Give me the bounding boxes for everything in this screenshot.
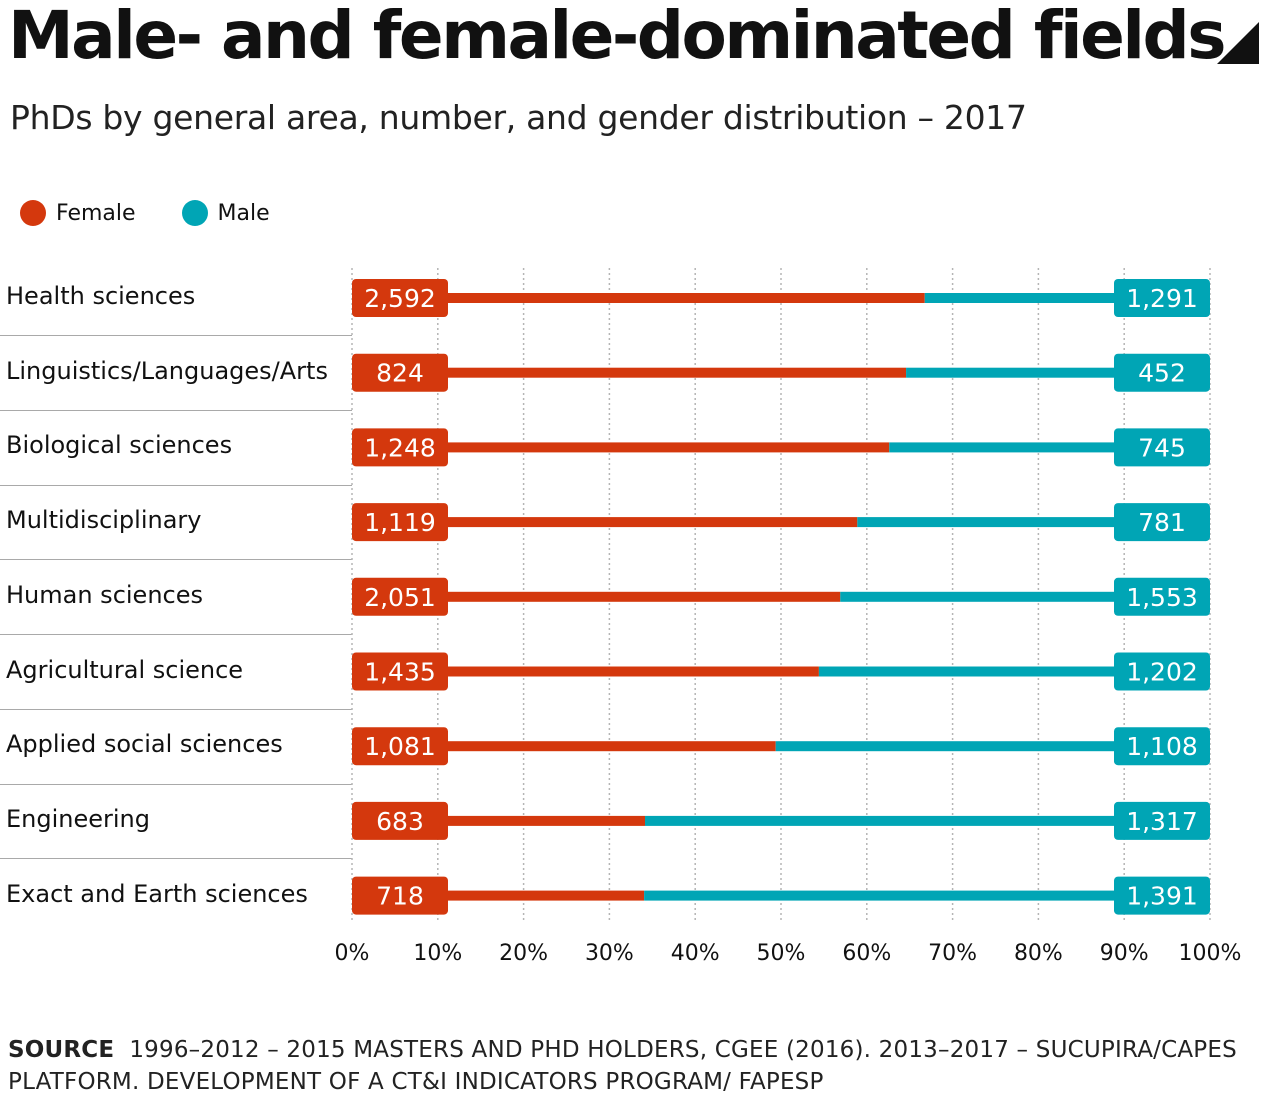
female-bar — [352, 367, 907, 378]
chart-subtitle: PhDs by general area, number, and gender… — [10, 98, 1027, 137]
male-value-label: 1,108 — [1126, 732, 1198, 761]
category-label: Health sciences — [6, 282, 196, 310]
female-value-label: 1,248 — [364, 433, 436, 462]
male-bar — [857, 517, 1210, 528]
male-bar — [818, 666, 1210, 677]
row-separator — [0, 559, 352, 561]
male-value-badge — [1114, 727, 1210, 766]
x-tick-label: 40% — [671, 941, 720, 966]
legend: Female Male — [20, 200, 316, 226]
male-value-label: 781 — [1138, 508, 1186, 537]
row-separator — [0, 858, 352, 860]
legend-label-female: Female — [56, 200, 136, 226]
female-value-label: 1,081 — [364, 732, 436, 761]
category-label: Multidisciplinary — [6, 506, 202, 535]
x-tick-label: 30% — [585, 941, 634, 966]
triangle-icon — [1217, 22, 1259, 64]
male-value-label: 452 — [1138, 359, 1186, 388]
legend-item-female: Female — [20, 200, 136, 226]
female-value-badge — [352, 727, 448, 766]
category-label: Biological sciences — [6, 431, 233, 460]
category-label: Agricultural science — [6, 655, 244, 684]
female-value-label: 824 — [376, 359, 424, 388]
female-value-badge — [352, 428, 448, 467]
male-value-label: 1,291 — [1126, 284, 1198, 313]
male-value-badge — [1114, 876, 1210, 915]
male-bar — [645, 815, 1210, 826]
female-bar — [352, 741, 776, 752]
male-value-label: 1,317 — [1126, 807, 1198, 836]
male-bar — [644, 890, 1210, 901]
female-dot-icon — [20, 200, 46, 226]
category-label: Exact and Earth sciences — [6, 879, 308, 908]
male-value-label: 1,202 — [1126, 658, 1198, 687]
male-dot-icon — [181, 200, 208, 226]
x-tick-label: 10% — [413, 941, 462, 966]
male-bar — [840, 591, 1210, 602]
category-label: Linguistics/Languages/Arts — [6, 356, 328, 385]
male-value-label: 1,391 — [1126, 882, 1198, 911]
x-tick-label: 60% — [842, 941, 891, 966]
x-tick-label: 80% — [1014, 941, 1063, 966]
female-bar — [352, 293, 925, 303]
male-value-badge — [1114, 801, 1210, 840]
female-value-badge — [352, 577, 448, 616]
row-separator — [0, 783, 352, 785]
male-value-badge — [1114, 503, 1210, 542]
female-value-label: 2,592 — [364, 284, 436, 313]
female-value-badge — [352, 279, 448, 317]
x-tick-label: 20% — [499, 941, 548, 966]
category-label: Engineering — [6, 804, 150, 833]
x-tick-label: 90% — [1100, 941, 1149, 966]
row-separator — [0, 335, 352, 337]
female-value-label: 2,051 — [364, 583, 436, 612]
x-tick-label: 100% — [1179, 941, 1242, 966]
source-label: SOURCE — [8, 1037, 115, 1063]
male-value-badge — [1114, 279, 1210, 317]
female-bar — [352, 591, 841, 602]
male-value-badge — [1114, 577, 1210, 616]
chart-title: Male- and female-dominated fields — [8, 0, 1227, 74]
female-value-label: 1,119 — [364, 508, 436, 537]
female-bar — [352, 815, 646, 826]
male-bar — [775, 741, 1210, 752]
female-bar — [352, 890, 645, 901]
row-separator — [0, 634, 352, 636]
row-separator — [0, 410, 352, 412]
male-bar — [906, 367, 1210, 378]
row-separator — [0, 484, 352, 486]
source-text: 1996–2012 – 2015 MASTERS AND PHD HOLDERS… — [8, 1037, 1237, 1095]
x-tick-label: 70% — [928, 941, 977, 966]
category-label: Applied social sciences — [6, 730, 283, 759]
x-tick-label: 0% — [335, 941, 370, 966]
legend-label-male: Male — [217, 200, 270, 226]
row-separator — [0, 708, 352, 710]
x-tick-label: 50% — [757, 941, 806, 966]
female-value-badge — [352, 503, 448, 542]
female-bar — [352, 442, 890, 453]
male-value-badge — [1114, 652, 1210, 691]
female-value-badge — [352, 353, 448, 392]
category-label: Human sciences — [6, 580, 203, 609]
female-bar — [352, 517, 858, 528]
female-bar — [352, 666, 819, 677]
male-value-label: 745 — [1138, 433, 1186, 462]
male-value-label: 1,553 — [1126, 583, 1198, 612]
female-value-badge — [352, 652, 448, 691]
female-value-label: 1,435 — [364, 658, 436, 687]
male-bar — [889, 442, 1210, 453]
legend-item-male: Male — [181, 200, 270, 226]
female-value-badge — [352, 801, 448, 840]
female-value-badge — [352, 876, 448, 915]
female-value-label: 683 — [376, 807, 424, 836]
source-note: SOURCE 1996–2012 – 2015 MASTERS AND PHD … — [8, 1034, 1267, 1098]
male-bar — [924, 293, 1210, 303]
male-value-badge — [1114, 428, 1210, 467]
female-value-label: 718 — [376, 882, 424, 911]
male-value-badge — [1114, 353, 1210, 392]
